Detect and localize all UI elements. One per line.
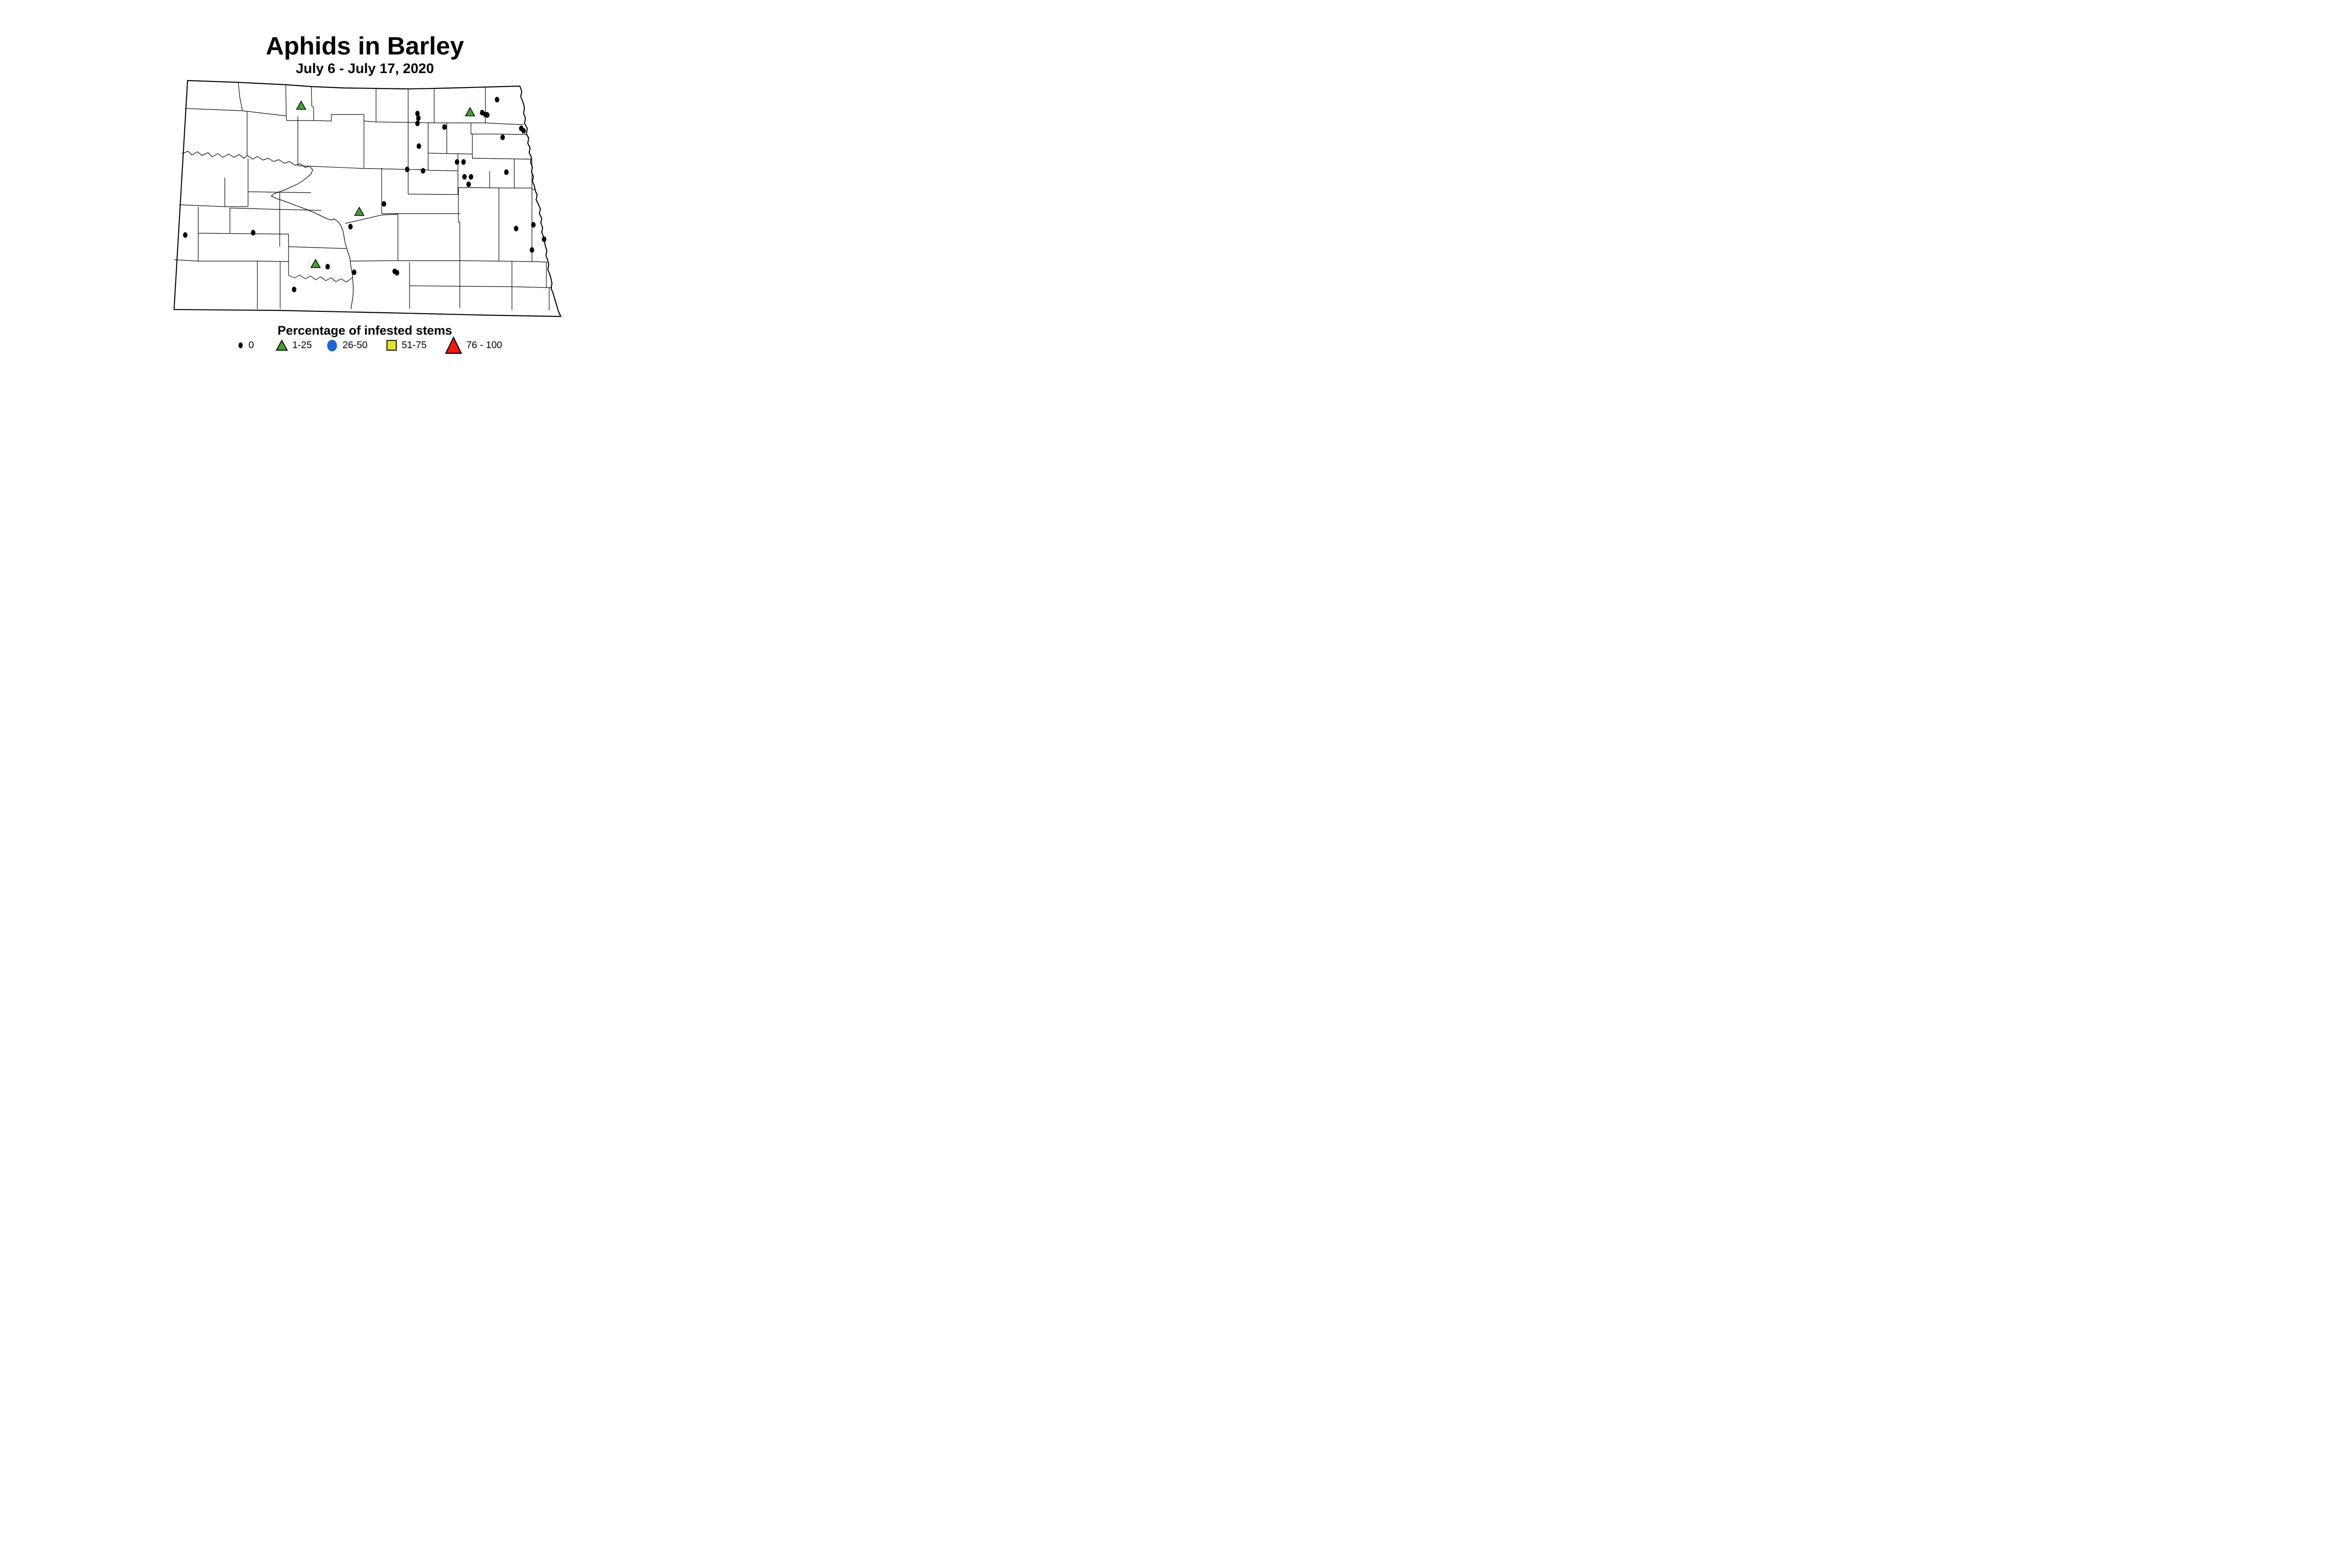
legend-square-icon [386,340,397,351]
map-marker-dot [415,111,420,116]
missouri-river [182,151,354,310]
legend-item-label: 76 - 100 [466,340,503,350]
map-marker-dot [530,247,534,253]
legend-item-76-100: 76 - 100 [445,335,502,356]
legend-item-51-75: 51-75 [386,335,427,356]
map-marker-dot [405,167,410,172]
map-marker-triangle [296,100,307,110]
legend-dot-icon [238,342,243,349]
map-marker-dot [461,159,466,165]
map-marker-triangle [464,107,476,116]
legend: 0 1-25 26-50 51-75 76 - 100 [0,335,730,356]
map-marker-dot [415,121,420,126]
map-marker-triangle [310,258,321,268]
map-marker-dot [421,168,425,174]
legend-item-label: 1-25 [292,340,312,350]
map-marker-dot [542,236,546,242]
legend-item-label: 51-75 [402,340,427,350]
map-marker-dot [485,112,490,118]
cannonball-river [288,275,353,283]
map-marker-dot [251,230,256,236]
map-marker-dot [352,269,356,275]
map-marker-dot [442,124,447,130]
legend-item-1-25: 1-25 [276,335,312,356]
map-marker-dot [500,135,505,140]
map-marker-dot [382,201,386,207]
legend-item-0: 0 [237,335,254,356]
map-marker-dot [292,287,296,292]
page-title: Aphids in Barley [265,32,464,60]
map-marker-dot [325,264,330,269]
legend-item-label: 26-50 [343,340,368,350]
legend-circle-icon [327,339,337,351]
map-marker-dot [514,226,518,231]
map-marker-dot [466,182,471,187]
county-borders [174,82,552,310]
map-marker-dot [469,174,473,180]
map-marker-dot [417,143,421,149]
legend-item-label: 0 [249,340,254,350]
map-marker-dot [395,270,399,276]
state-border [173,80,562,317]
legend-title: Percentage of infested stems [277,323,452,337]
map-marker-dot [521,128,526,134]
map-marker-dot [504,169,509,175]
map-marker-dot [348,224,353,229]
legend-triangle-large-icon [445,336,462,354]
figure-page: Aphids in Barley July 6 - July 17, 2020 … [0,0,730,380]
legend-item-26-50: 26-50 [326,335,368,356]
marker-layer [183,97,546,292]
nd-county-map [173,80,562,317]
map-marker-triangle [354,206,365,216]
map-marker-dot [531,222,536,228]
page-subtitle: July 6 - July 17, 2020 [296,61,434,76]
map-marker-dot [183,232,188,238]
map-marker-dot [495,97,499,102]
map-marker-dot [462,174,467,180]
map-marker-dot [416,115,421,121]
legend-triangle-icon [276,339,288,351]
map-marker-dot [455,159,459,165]
